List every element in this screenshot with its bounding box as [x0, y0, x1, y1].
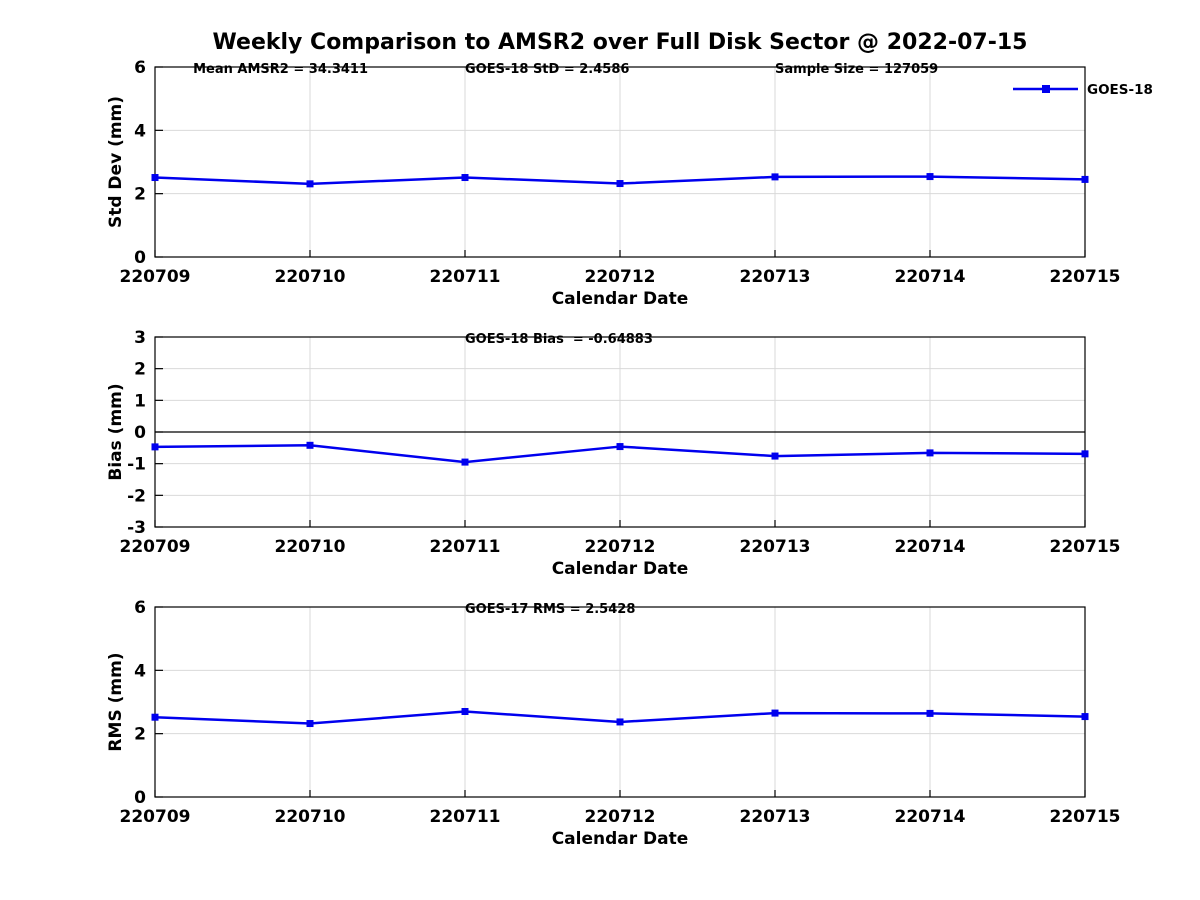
y-tick-label: 2: [134, 725, 146, 745]
data-point: [151, 443, 159, 451]
x-axis-label: Calendar Date: [552, 559, 689, 579]
x-tick-label: 220711: [430, 807, 501, 827]
x-tick-label: 220712: [585, 537, 656, 557]
y-tick-label: 1: [134, 391, 146, 411]
x-tick-label: 220713: [740, 537, 811, 557]
x-axis-label: Calendar Date: [552, 289, 689, 309]
data-point: [151, 713, 159, 721]
annotation: Sample Size = 127059: [775, 62, 938, 77]
legend: GOES-18: [1013, 82, 1153, 98]
y-tick-label: -3: [127, 518, 146, 538]
legend-label: GOES-18: [1087, 82, 1153, 98]
y-axis-label: Std Dev (mm): [106, 96, 126, 228]
y-axis-label: RMS (mm): [106, 652, 126, 751]
data-point: [306, 180, 314, 188]
data-point: [1081, 175, 1089, 183]
data-point: [771, 173, 779, 181]
data-point: [306, 720, 314, 728]
y-tick-label: 3: [134, 328, 146, 348]
x-tick-label: 220714: [895, 267, 966, 287]
y-axis-label: Bias (mm): [106, 383, 126, 480]
data-point: [926, 173, 934, 181]
x-tick-label: 220710: [275, 537, 346, 557]
legend-marker: [1042, 85, 1050, 93]
x-tick-label: 220711: [430, 267, 501, 287]
x-tick-label: 220715: [1050, 807, 1121, 827]
x-tick-label: 220713: [740, 267, 811, 287]
chart-title: Weekly Comparison to AMSR2 over Full Dis…: [212, 30, 1028, 55]
x-tick-label: 220715: [1050, 537, 1121, 557]
y-tick-label: 0: [134, 248, 146, 268]
data-point: [616, 443, 624, 451]
y-tick-label: 4: [134, 121, 146, 141]
x-tick-label: 220714: [895, 807, 966, 827]
subplot-std-dev: 0 2 4 6 220709 220710 220711 220712 220713 220714…: [106, 58, 1153, 309]
x-tick-label: 220709: [120, 267, 191, 287]
y-tick-label: -1: [127, 455, 146, 475]
data-point: [616, 718, 624, 726]
x-tick-label: 220712: [585, 267, 656, 287]
annotation: GOES-17 RMS = 2.5428: [465, 602, 635, 617]
y-tick-label: 6: [134, 598, 146, 618]
data-point: [461, 458, 469, 466]
x-tick-label: 220713: [740, 807, 811, 827]
data-point: [771, 709, 779, 717]
x-tick-label: 220710: [275, 267, 346, 287]
x-tick-label: 220715: [1050, 267, 1121, 287]
y-tick-label: 2: [134, 360, 146, 380]
data-point: [771, 452, 779, 460]
x-tick-label: 220712: [585, 807, 656, 827]
x-tick-label: 220710: [275, 807, 346, 827]
data-point: [151, 174, 159, 182]
y-tick-label: 4: [134, 661, 146, 681]
y-tick-label: 0: [134, 788, 146, 808]
data-point: [306, 441, 314, 449]
data-point: [926, 709, 934, 717]
subplot-bias: -3 -2 -1 0 1 2 3 220709 220710 220711 220712 220713…: [106, 328, 1120, 579]
data-point: [616, 180, 624, 188]
x-tick-label: 220709: [120, 537, 191, 557]
annotation: Mean AMSR2 = 34.3411: [193, 62, 368, 77]
annotation: GOES-18 StD = 2.4586: [465, 62, 629, 77]
y-tick-label: 6: [134, 58, 146, 78]
data-point: [461, 708, 469, 715]
y-tick-label: 2: [134, 185, 146, 205]
data-point: [926, 449, 934, 457]
data-point: [461, 174, 469, 182]
y-tick-label: -2: [127, 486, 146, 506]
x-tick-label: 220709: [120, 807, 191, 827]
subplot-rms: 0 2 4 6 220709 220710 220711 220712 220713 220714…: [106, 598, 1120, 849]
data-point: [1081, 713, 1089, 721]
data-point: [1081, 450, 1089, 458]
annotation: GOES-18 Bias = -0.64883: [465, 332, 653, 347]
y-tick-label: 0: [134, 423, 146, 443]
x-axis-label: Calendar Date: [552, 829, 689, 849]
x-tick-label: 220714: [895, 537, 966, 557]
x-tick-label: 220711: [430, 537, 501, 557]
